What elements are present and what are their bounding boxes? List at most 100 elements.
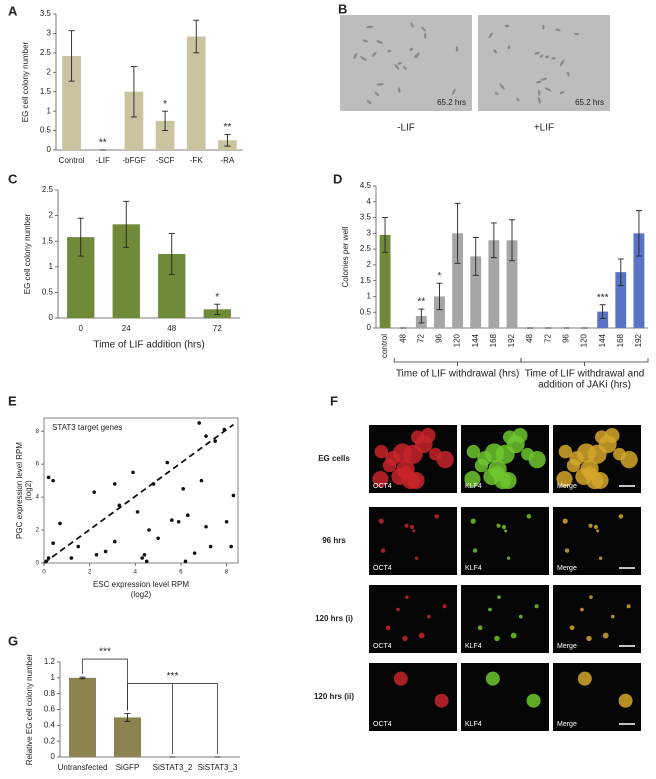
point xyxy=(51,541,55,546)
error-bar xyxy=(490,222,497,259)
group-label: Time of LIF withdrawal (hrs) xyxy=(396,369,520,380)
point xyxy=(208,544,213,549)
group-bracket xyxy=(520,358,649,366)
error-bar xyxy=(123,200,130,248)
x-tick-label: Control xyxy=(59,156,85,165)
cell xyxy=(499,83,505,90)
micrograph xyxy=(461,585,549,653)
cell xyxy=(424,32,427,39)
cell xyxy=(376,83,384,86)
cell xyxy=(516,97,520,102)
nucleus xyxy=(595,430,609,444)
y-tick-label: 1.5 xyxy=(40,87,52,96)
y-tick-label: 0.5 xyxy=(360,307,372,316)
annotation: STAT3 target genes xyxy=(52,423,122,432)
error-bar xyxy=(382,217,389,253)
x-axis-label: ESC expression level RPM xyxy=(93,580,189,589)
cell xyxy=(394,64,400,70)
x-tick-label: 48 xyxy=(398,333,407,342)
panel-label: B xyxy=(338,1,347,16)
plot-frame xyxy=(43,417,239,564)
nucleus xyxy=(396,607,400,612)
nucleus xyxy=(378,518,384,524)
x-tick-label: 192 xyxy=(507,333,516,347)
micrograph xyxy=(369,507,457,575)
cell xyxy=(451,88,456,96)
nucleus xyxy=(374,444,389,459)
point xyxy=(46,556,51,560)
point xyxy=(117,503,122,508)
nucleus xyxy=(556,470,573,488)
y-tick-label: 3.5 xyxy=(360,213,372,222)
point xyxy=(156,536,160,541)
nucleus xyxy=(583,466,597,480)
cell xyxy=(488,32,493,39)
cell xyxy=(504,24,510,28)
nucleus xyxy=(588,523,593,528)
point xyxy=(140,556,144,560)
nucleus xyxy=(442,604,447,609)
significance-label: ** xyxy=(224,122,232,133)
x-tick-label: 4 xyxy=(134,570,138,576)
cell xyxy=(353,52,358,60)
nucleus xyxy=(501,524,507,530)
cell xyxy=(415,51,420,59)
y-tick-label: 2 xyxy=(36,528,40,534)
channel-label: KLF4 xyxy=(465,721,482,728)
nucleus xyxy=(496,523,501,528)
panel-label: E xyxy=(8,393,17,408)
y-tick-label: 1 xyxy=(49,262,54,271)
nucleus xyxy=(564,548,570,553)
nucleus xyxy=(470,518,476,524)
y-axis-label: Relative EG cell colony number xyxy=(25,653,34,765)
y-axis-label: EG cell colony number xyxy=(23,213,32,294)
error-bar xyxy=(79,676,86,680)
y-tick-label: 1.2 xyxy=(44,657,56,666)
nucleus xyxy=(534,604,539,609)
point xyxy=(181,487,186,491)
point xyxy=(204,524,208,529)
panel-label: C xyxy=(8,171,18,186)
y-tick-label: 0 xyxy=(47,145,52,154)
bar xyxy=(114,717,141,757)
y-tick-label: 1.5 xyxy=(360,276,372,285)
cell xyxy=(535,80,542,84)
row-label: 120 hrs (ii) xyxy=(314,692,354,701)
y-tick-label: 0 xyxy=(51,752,56,761)
point xyxy=(229,544,233,549)
x-tick-label: SiSTAT3_2 xyxy=(153,763,193,772)
error-bar xyxy=(635,210,642,257)
nucleus xyxy=(510,632,517,639)
nucleus xyxy=(412,529,416,533)
significance-label: ** xyxy=(417,297,425,308)
error-bar xyxy=(224,134,231,147)
y-tick-label: 4.5 xyxy=(360,181,372,190)
x-tick-label: -FK xyxy=(190,156,204,165)
nucleus xyxy=(418,632,425,639)
x-tick-label: 72 xyxy=(416,333,425,342)
micrograph xyxy=(553,585,641,653)
nucleus xyxy=(434,514,440,519)
y-tick-label: 3 xyxy=(367,228,372,237)
nucleus xyxy=(491,466,505,480)
nucleus xyxy=(518,614,523,619)
nucleus xyxy=(528,451,546,469)
x-tick-label: SiGFP xyxy=(116,763,140,772)
error-bar xyxy=(68,30,75,82)
point xyxy=(147,528,151,532)
error-bar xyxy=(436,282,443,311)
y-tick-label: 0.2 xyxy=(44,736,56,745)
cell xyxy=(494,92,499,95)
point xyxy=(44,559,49,564)
bar xyxy=(434,296,445,328)
y-tick-label: 2.5 xyxy=(40,48,52,57)
bar xyxy=(155,120,175,150)
bar xyxy=(470,256,482,328)
error-bar xyxy=(124,713,131,722)
x-tick-label: -SCF xyxy=(156,156,175,165)
x-tick-label: 2 xyxy=(88,570,92,576)
point xyxy=(112,539,117,544)
x-tick-label: -RA xyxy=(221,156,235,165)
row-label: 96 hrs xyxy=(322,536,346,545)
channel-label: KLF4 xyxy=(465,565,482,572)
